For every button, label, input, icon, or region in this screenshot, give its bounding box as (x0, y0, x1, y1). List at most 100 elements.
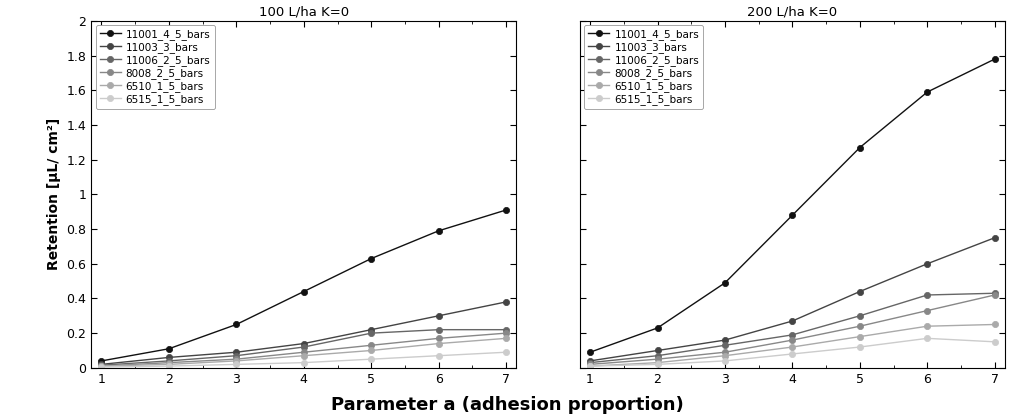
Legend: 11001_4_5_bars, 11003_3_bars, 11006_2_5_bars, 8008_2_5_bars, 6510_1_5_bars, 6515: 11001_4_5_bars, 11003_3_bars, 11006_2_5_… (95, 25, 214, 109)
11001_4_5_bars (297, 289, 310, 294)
Line: 8008_2_5_bars: 8008_2_5_bars (587, 292, 998, 367)
Line: 11001_4_5_bars: 11001_4_5_bars (587, 56, 998, 355)
11006_2_5_bars (854, 314, 866, 319)
11006_2_5_bars (230, 353, 243, 358)
11001_4_5_bars (854, 145, 866, 150)
11001_4_5_bars (652, 326, 664, 331)
11003_3_bars (922, 261, 934, 266)
6510_1_5_bars (719, 353, 731, 358)
8008_2_5_bars (95, 364, 108, 369)
Line: 6510_1_5_bars: 6510_1_5_bars (587, 321, 998, 369)
Line: 11006_2_5_bars: 11006_2_5_bars (98, 326, 510, 368)
8008_2_5_bars (432, 336, 445, 341)
11001_4_5_bars (787, 213, 799, 218)
6515_1_5_bars (230, 362, 243, 367)
8008_2_5_bars (854, 324, 866, 329)
8008_2_5_bars (297, 350, 310, 355)
6515_1_5_bars (652, 362, 664, 367)
8008_2_5_bars (230, 357, 243, 362)
Line: 6510_1_5_bars: 6510_1_5_bars (98, 335, 510, 369)
11001_4_5_bars (989, 56, 1001, 61)
11001_4_5_bars (230, 322, 243, 327)
Line: 11001_4_5_bars: 11001_4_5_bars (98, 207, 510, 364)
6515_1_5_bars (162, 364, 175, 369)
6515_1_5_bars (297, 360, 310, 365)
11001_4_5_bars (95, 358, 108, 363)
11003_3_bars (652, 348, 664, 353)
11001_4_5_bars (500, 207, 513, 212)
11001_4_5_bars (922, 89, 934, 94)
11003_3_bars (500, 299, 513, 304)
Line: 11003_3_bars: 11003_3_bars (587, 234, 998, 364)
8008_2_5_bars (719, 350, 731, 355)
Title: 200 L/ha K=0: 200 L/ha K=0 (747, 5, 837, 18)
6510_1_5_bars (854, 334, 866, 339)
Line: 11003_3_bars: 11003_3_bars (98, 299, 510, 367)
11006_2_5_bars (95, 363, 108, 368)
11003_3_bars (719, 338, 731, 343)
11006_2_5_bars (500, 327, 513, 332)
Text: Parameter a (adhesion proportion): Parameter a (adhesion proportion) (331, 396, 684, 414)
6515_1_5_bars (432, 353, 445, 358)
6515_1_5_bars (365, 357, 378, 362)
8008_2_5_bars (500, 331, 513, 336)
6515_1_5_bars (500, 350, 513, 355)
Y-axis label: Retention [µL/ cm²]: Retention [µL/ cm²] (47, 118, 61, 270)
6510_1_5_bars (922, 324, 934, 329)
11003_3_bars (365, 327, 378, 332)
8008_2_5_bars (989, 293, 1001, 298)
8008_2_5_bars (652, 357, 664, 362)
Line: 8008_2_5_bars: 8008_2_5_bars (98, 330, 510, 369)
11006_2_5_bars (297, 344, 310, 349)
6515_1_5_bars (989, 339, 1001, 344)
8008_2_5_bars (787, 338, 799, 343)
8008_2_5_bars (922, 308, 934, 313)
6510_1_5_bars (432, 341, 445, 346)
11006_2_5_bars (719, 343, 731, 348)
6515_1_5_bars (584, 364, 596, 369)
11001_4_5_bars (719, 280, 731, 285)
11003_3_bars (95, 362, 108, 367)
6510_1_5_bars (365, 348, 378, 353)
Line: 6515_1_5_bars: 6515_1_5_bars (587, 335, 998, 369)
6510_1_5_bars (297, 353, 310, 358)
6510_1_5_bars (500, 336, 513, 341)
6510_1_5_bars (230, 358, 243, 363)
11001_4_5_bars (162, 346, 175, 351)
11003_3_bars (989, 235, 1001, 240)
Line: 6515_1_5_bars: 6515_1_5_bars (98, 349, 510, 370)
Title: 100 L/ha K=0: 100 L/ha K=0 (259, 5, 349, 18)
11006_2_5_bars (432, 327, 445, 332)
11006_2_5_bars (922, 293, 934, 298)
6510_1_5_bars (162, 362, 175, 367)
11001_4_5_bars (365, 256, 378, 261)
11006_2_5_bars (162, 358, 175, 363)
11003_3_bars (230, 350, 243, 355)
8008_2_5_bars (365, 343, 378, 348)
6515_1_5_bars (854, 344, 866, 349)
11003_3_bars (297, 341, 310, 346)
6515_1_5_bars (95, 364, 108, 370)
11003_3_bars (787, 319, 799, 324)
11006_2_5_bars (584, 360, 596, 365)
6510_1_5_bars (95, 364, 108, 369)
6515_1_5_bars (719, 358, 731, 363)
11006_2_5_bars (365, 331, 378, 336)
11001_4_5_bars (584, 350, 596, 355)
6510_1_5_bars (787, 344, 799, 349)
6510_1_5_bars (989, 322, 1001, 327)
11006_2_5_bars (787, 332, 799, 337)
11003_3_bars (162, 355, 175, 360)
8008_2_5_bars (162, 360, 175, 365)
11006_2_5_bars (652, 353, 664, 358)
Line: 11006_2_5_bars: 11006_2_5_bars (587, 290, 998, 366)
11003_3_bars (584, 358, 596, 363)
11001_4_5_bars (432, 228, 445, 233)
11003_3_bars (854, 289, 866, 294)
Legend: 11001_4_5_bars, 11003_3_bars, 11006_2_5_bars, 8008_2_5_bars, 6510_1_5_bars, 6515: 11001_4_5_bars, 11003_3_bars, 11006_2_5_… (585, 25, 703, 109)
8008_2_5_bars (584, 362, 596, 367)
6515_1_5_bars (922, 336, 934, 341)
6510_1_5_bars (652, 360, 664, 365)
11003_3_bars (432, 314, 445, 319)
6510_1_5_bars (584, 364, 596, 369)
